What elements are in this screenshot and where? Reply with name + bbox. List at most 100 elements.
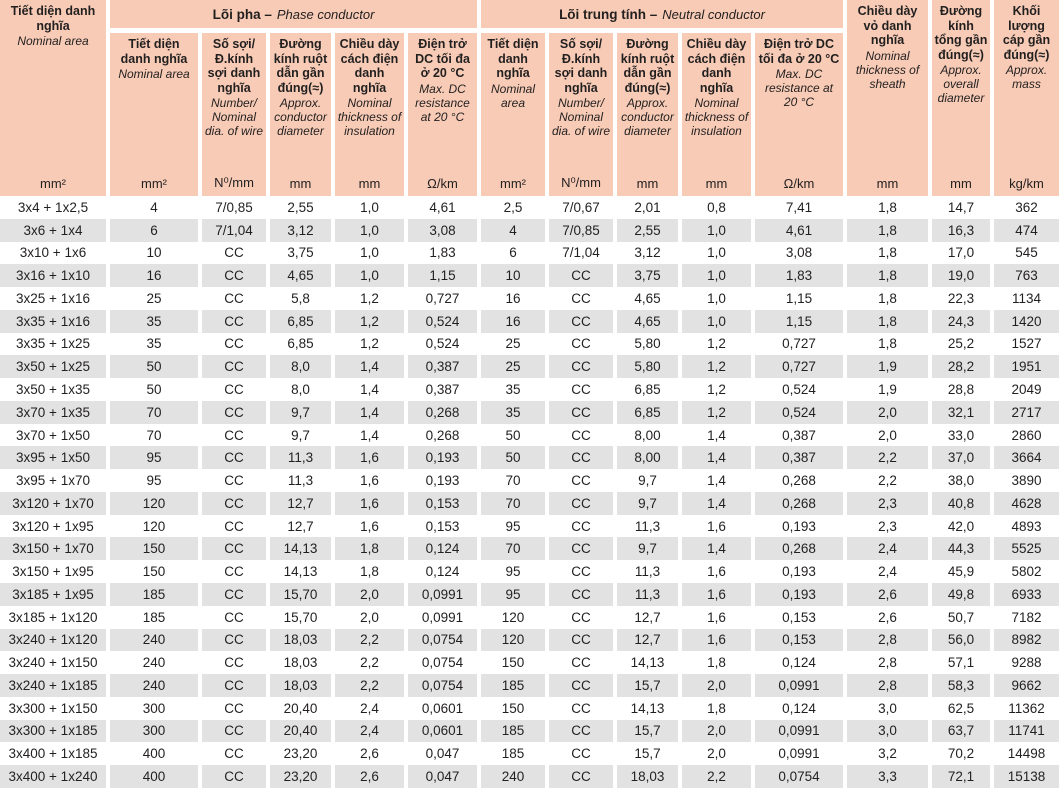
- data-cell: 12,7: [617, 605, 678, 629]
- data-cell: 0,727: [755, 355, 843, 379]
- data-cell: 20,40: [270, 719, 331, 743]
- data-cell: 545: [994, 241, 1059, 265]
- data-cell: 0,193: [408, 469, 477, 492]
- data-cell: 0,0601: [408, 719, 477, 743]
- data-cell: 150: [110, 560, 198, 584]
- data-cell: 95: [481, 514, 545, 538]
- data-cell: 2,0: [335, 605, 404, 629]
- data-cell: 185: [110, 605, 198, 629]
- data-cell: 4,65: [617, 287, 678, 310]
- data-cell: 1,2: [682, 400, 751, 424]
- row-label-cell: 3x240 + 1x120: [0, 628, 106, 652]
- header-label-en: Nominal area: [490, 81, 535, 110]
- data-cell: 8,00: [617, 446, 678, 470]
- data-cell: CC: [202, 491, 266, 515]
- data-cell: 1,6: [335, 491, 404, 515]
- header-label-vi: Đường kính tổng gần đúng(≈): [934, 4, 988, 62]
- data-cell: 120: [481, 628, 545, 652]
- data-cell: 50: [110, 378, 198, 401]
- data-cell: 0,387: [408, 378, 477, 401]
- data-cell: 0,268: [755, 537, 843, 561]
- header-label-en: Nominal thickness of sheath: [855, 48, 920, 91]
- data-cell: 150: [481, 651, 545, 675]
- data-cell: 2,8: [847, 674, 928, 697]
- data-cell: 4,65: [270, 264, 331, 288]
- header-sheath-thickness: Chiều dày vỏ danh nghĩa Nominal thicknes…: [847, 0, 928, 196]
- data-cell: 11362: [994, 696, 1059, 720]
- data-cell: 10: [481, 264, 545, 288]
- data-cell: 1420: [994, 309, 1059, 333]
- header-label-vi: Điện trở DC tối đa ở 20 °C: [758, 37, 840, 66]
- data-cell: 3,3: [847, 765, 928, 788]
- data-cell: CC: [202, 400, 266, 424]
- data-cell: 5525: [994, 537, 1059, 561]
- header-label-en: Nominal area: [17, 34, 89, 48]
- data-cell: 185: [481, 742, 545, 766]
- data-cell: 50,7: [932, 605, 990, 629]
- data-cell: 474: [994, 218, 1059, 242]
- data-cell: CC: [202, 446, 266, 470]
- row-label-cell: 3x185 + 1x120: [0, 605, 106, 629]
- data-cell: 0,387: [408, 355, 477, 379]
- data-cell: 14,13: [270, 537, 331, 561]
- data-cell: 0,153: [408, 514, 477, 538]
- header-unit: mm: [289, 176, 312, 191]
- data-cell: CC: [202, 241, 266, 265]
- data-cell: 2,0: [682, 674, 751, 697]
- data-cell: 1,15: [755, 287, 843, 310]
- data-cell: 1,4: [335, 355, 404, 379]
- data-cell: 5,80: [617, 332, 678, 356]
- data-cell: 63,7: [932, 719, 990, 743]
- data-cell: 1,0: [682, 264, 751, 288]
- data-cell: 3,08: [755, 241, 843, 265]
- data-cell: 0,524: [408, 332, 477, 356]
- data-cell: 56,0: [932, 628, 990, 652]
- data-cell: 0,0991: [755, 719, 843, 743]
- data-cell: 15,70: [270, 583, 331, 606]
- data-cell: 0,387: [755, 423, 843, 447]
- data-cell: 0,8: [682, 196, 751, 219]
- data-cell: 24,3: [932, 309, 990, 333]
- data-cell: 18,03: [270, 674, 331, 697]
- data-cell: CC: [549, 309, 613, 333]
- data-cell: 0,268: [755, 469, 843, 492]
- data-cell: CC: [549, 719, 613, 743]
- header-label-en: Nominal thickness of insulation: [684, 96, 749, 139]
- row-label-cell: 3x400 + 1x240: [0, 765, 106, 788]
- data-cell: 0,268: [408, 423, 477, 447]
- data-cell: 18,03: [617, 765, 678, 788]
- header-label-vi: Tiết diện danh nghĩa: [120, 37, 188, 66]
- data-cell: 1,6: [682, 628, 751, 652]
- data-cell: 7/0,85: [202, 196, 266, 219]
- data-cell: 1,4: [682, 423, 751, 447]
- data-cell: 7/1,04: [549, 241, 613, 265]
- data-cell: 2,6: [335, 742, 404, 766]
- data-cell: 15,70: [270, 605, 331, 629]
- data-cell: CC: [202, 469, 266, 492]
- data-cell: CC: [202, 287, 266, 310]
- data-cell: 35: [481, 400, 545, 424]
- data-cell: 35: [110, 309, 198, 333]
- header-unit: mm: [950, 176, 972, 191]
- data-cell: CC: [549, 423, 613, 447]
- row-label-cell: 3x16 + 1x10: [0, 264, 106, 288]
- data-cell: 6933: [994, 583, 1059, 606]
- table-body: 3x4 + 1x2,5 4 7/0,85 2,55 1,0 4,61 2,5 7/0,67 2,…: [0, 196, 1059, 788]
- data-cell: 1,83: [755, 264, 843, 288]
- data-cell: 763: [994, 264, 1059, 288]
- data-cell: 28,8: [932, 378, 990, 401]
- data-cell: 2,4: [335, 719, 404, 743]
- data-cell: 6,85: [270, 332, 331, 356]
- data-cell: CC: [549, 491, 613, 515]
- row-label-cell: 3x70 + 1x35: [0, 400, 106, 424]
- data-cell: 8982: [994, 628, 1059, 652]
- data-cell: CC: [549, 605, 613, 629]
- data-cell: 0,387: [755, 446, 843, 470]
- data-cell: 70: [481, 469, 545, 492]
- data-cell: 3664: [994, 446, 1059, 470]
- header-label-en: Approx. conductor diameter: [621, 96, 674, 139]
- data-cell: 12,7: [270, 514, 331, 538]
- data-cell: 0,0991: [755, 674, 843, 697]
- data-cell: 3,08: [408, 218, 477, 242]
- data-cell: 6,85: [617, 400, 678, 424]
